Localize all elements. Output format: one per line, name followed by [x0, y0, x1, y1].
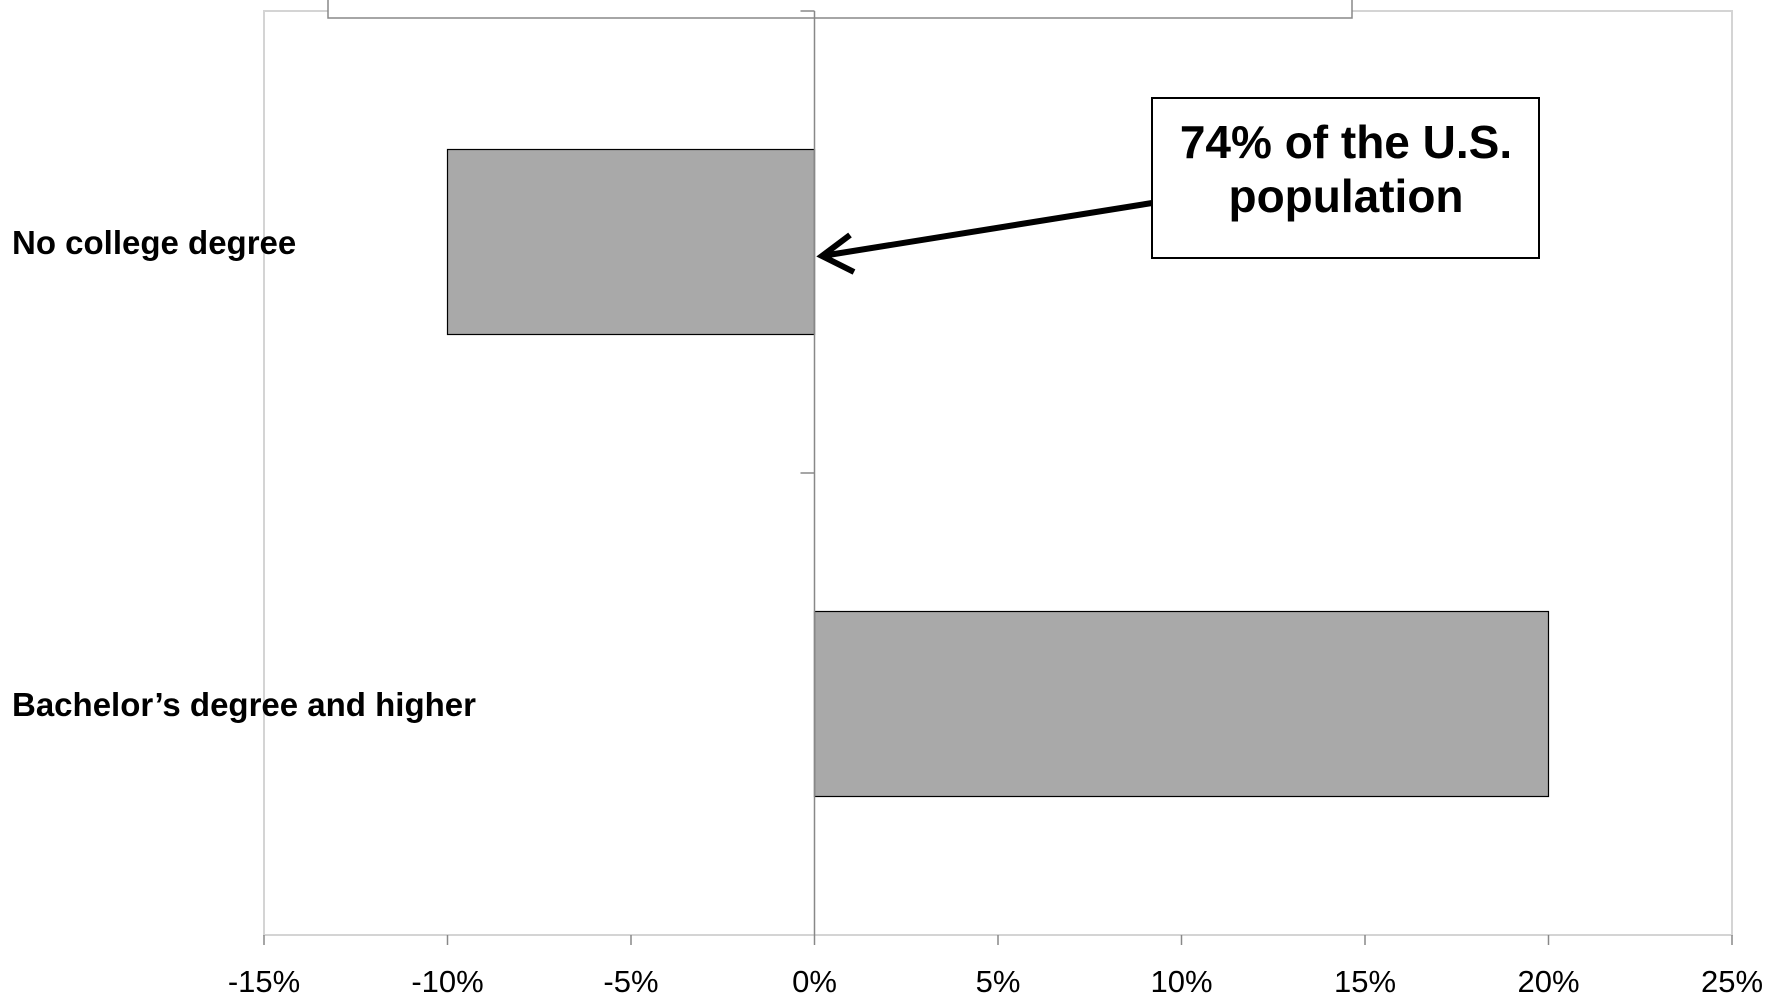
- annotation-arrow: [821, 200, 1153, 259]
- category-label: Bachelor’s degree and higher: [12, 686, 476, 723]
- bar: [446, 148, 816, 336]
- x-tick-label: 20%: [1517, 964, 1579, 999]
- x-axis: -15% -10% -5% 0% 5% 10% 15% 20% 25%: [228, 935, 1763, 999]
- x-tick-label: 0%: [792, 964, 837, 999]
- annotation-arrowhead: [816, 232, 856, 275]
- annotation-line-2: population: [1228, 170, 1463, 222]
- x-tick-label: 15%: [1334, 964, 1396, 999]
- annotation: 74% of the U.S. population: [816, 97, 1540, 275]
- annotation-line-1: 74% of the U.S.: [1180, 116, 1512, 168]
- category-label: No college degree: [12, 224, 296, 261]
- x-tick-label: 10%: [1150, 964, 1212, 999]
- x-tick-label: -5%: [603, 964, 658, 999]
- category-labels: No college degree Bachelor’s degree and h…: [12, 224, 476, 723]
- legend-box: [327, 0, 1353, 19]
- category-ticks: [800, 10, 815, 474]
- bar: [813, 610, 1550, 798]
- bars-layer: [446, 148, 1550, 798]
- x-tick-label: -10%: [411, 964, 483, 999]
- annotation-box: [1151, 97, 1540, 259]
- x-tick-label: 25%: [1701, 964, 1763, 999]
- x-tick-label: 5%: [976, 964, 1021, 999]
- x-tick-label: -15%: [228, 964, 300, 999]
